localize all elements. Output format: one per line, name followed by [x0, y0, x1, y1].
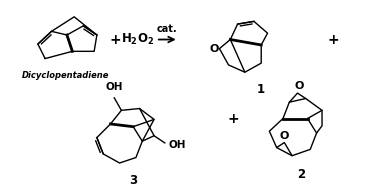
- Text: +: +: [327, 33, 339, 46]
- Text: cat.: cat.: [157, 24, 177, 34]
- Text: O: O: [209, 44, 219, 54]
- Text: O: O: [280, 131, 289, 141]
- Text: OH: OH: [105, 82, 123, 92]
- Text: $\mathbf{H_2O_2}$: $\mathbf{H_2O_2}$: [121, 32, 154, 47]
- Text: Dicyclopentadiene: Dicyclopentadiene: [21, 71, 109, 80]
- Text: O: O: [295, 81, 304, 91]
- Text: 1: 1: [257, 83, 265, 96]
- Text: +: +: [227, 112, 239, 126]
- Text: +: +: [109, 33, 121, 46]
- Text: OH: OH: [168, 140, 186, 150]
- Text: 3: 3: [129, 174, 137, 187]
- Text: 2: 2: [297, 168, 305, 180]
